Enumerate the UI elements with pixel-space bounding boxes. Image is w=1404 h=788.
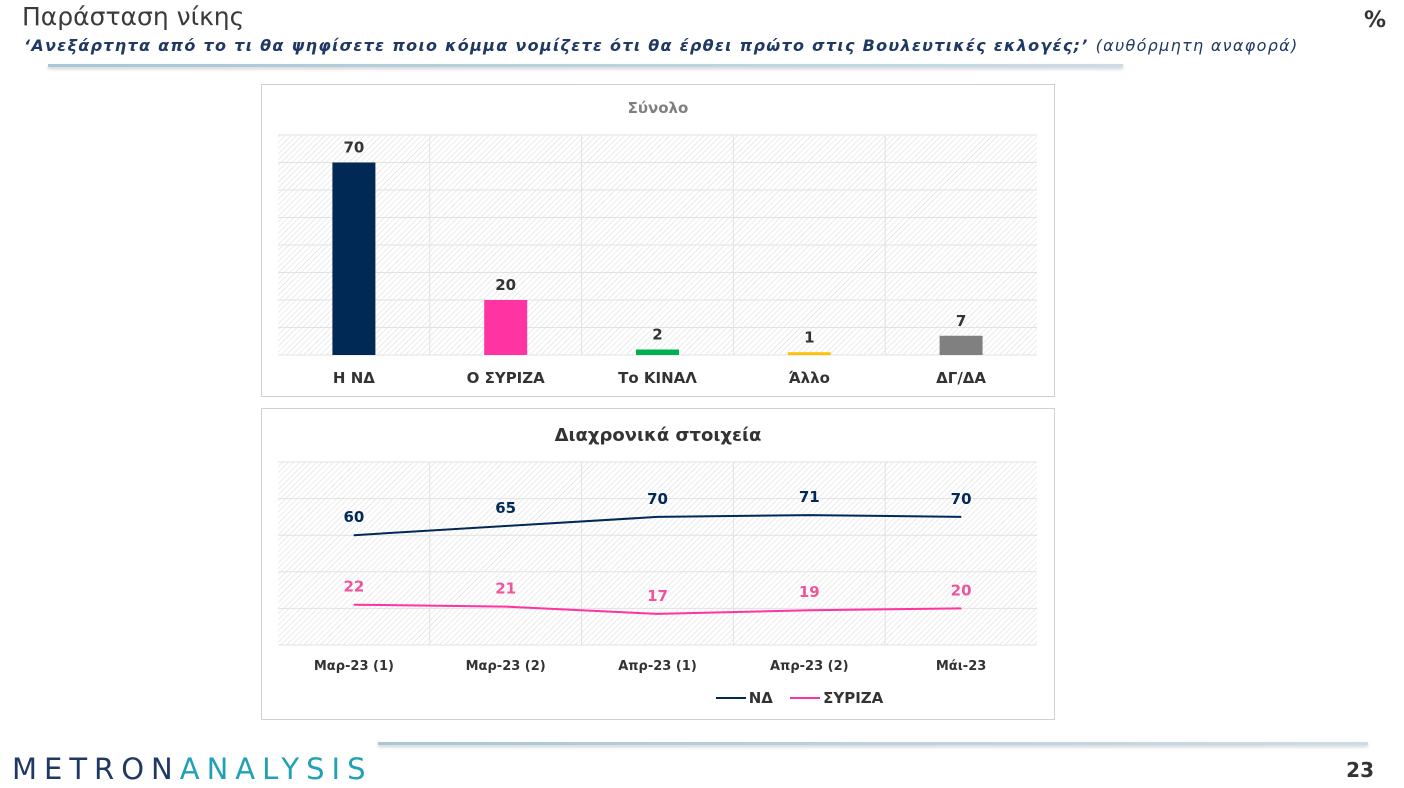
legend-item-nd: ΝΔ bbox=[715, 689, 773, 707]
legend-swatch-nd bbox=[715, 697, 746, 699]
question-text: ‘Ανεξάρτητα από το τι θα ψηφίσετε ποιο κ… bbox=[24, 36, 1089, 55]
legend-label-syriza: ΣΥΡΙΖΑ bbox=[823, 689, 884, 707]
bar-chart-panel: Σύνολο 70 Η ΝΔ 20 Ο ΣΥΡΙΖΑ 2 Το ΚΙΝΑΛ 1 Άλλο 7 ΔΓ/… bbox=[261, 84, 1055, 397]
page-number: 23 bbox=[1346, 758, 1374, 782]
line-chart-legend: ΝΔ ΣΥΡΙΖΑ bbox=[582, 685, 1017, 707]
line-category-label: Απρ-23 (2) bbox=[770, 659, 849, 674]
legend-item-syriza: ΣΥΡΙΖΑ bbox=[790, 689, 883, 707]
series-value-label: 21 bbox=[495, 580, 516, 598]
series-value-label: 65 bbox=[495, 499, 516, 517]
page-subtitle: ‘Ανεξάρτητα από το τι θα ψηφίσετε ποιο κ… bbox=[24, 36, 1299, 55]
series-value-label: 22 bbox=[343, 578, 364, 596]
series-point bbox=[808, 609, 810, 611]
bar-category-label: Η ΝΔ bbox=[333, 369, 375, 387]
metron-analysis-logo: METRONANALYSIS bbox=[12, 752, 373, 786]
line-category-label: Μαρ-23 (1) bbox=[314, 659, 394, 674]
bar-value-label: 1 bbox=[804, 328, 814, 346]
page-title: Παράσταση νίκης bbox=[22, 2, 245, 31]
series-point bbox=[657, 613, 658, 615]
series-value-label: 19 bbox=[799, 583, 820, 601]
series-value-label: 17 bbox=[647, 587, 668, 605]
line-category-label: Μάι-23 bbox=[936, 659, 986, 674]
header-divider bbox=[48, 64, 1123, 67]
bar-item-4 bbox=[939, 335, 983, 355]
series-point bbox=[960, 516, 962, 518]
line-chart: Διαχρονικά στοιχεία Μαρ-23 (1) Μαρ-23 (2) Α… bbox=[278, 425, 1037, 674]
question-note: (αυθόρμητη αναφορά) bbox=[1095, 36, 1299, 55]
series-value-label: 71 bbox=[799, 488, 820, 506]
series-value-label: 60 bbox=[343, 508, 364, 526]
unit-label: % bbox=[1363, 8, 1386, 33]
bar-item-2 bbox=[636, 349, 679, 355]
series-point bbox=[505, 606, 507, 608]
series-value-label: 70 bbox=[951, 490, 972, 508]
bar-category-label: Ο ΣΥΡΙΖΑ bbox=[467, 369, 546, 387]
line-category-label: Απρ-23 (1) bbox=[618, 659, 697, 674]
series-point bbox=[657, 516, 658, 518]
series-value-label: 20 bbox=[951, 581, 972, 599]
line-chart-panel: Διαχρονικά στοιχεία Μαρ-23 (1) Μαρ-23 (2) Α… bbox=[261, 408, 1055, 720]
series-point bbox=[505, 525, 507, 527]
series-value-label: 70 bbox=[647, 490, 668, 508]
bar-chart: Σύνολο 70 Η ΝΔ 20 Ο ΣΥΡΙΖΑ 2 Το ΚΙΝΑΛ 1 Άλλο 7 ΔΓ/… bbox=[278, 99, 1037, 387]
bar-item-0 bbox=[332, 162, 376, 355]
bar-item-1 bbox=[484, 300, 528, 355]
bar-category-label: Άλλο bbox=[789, 369, 830, 387]
legend-label-nd: ΝΔ bbox=[748, 689, 773, 707]
bar-value-label: 7 bbox=[956, 312, 966, 330]
series-point bbox=[353, 534, 355, 536]
series-point bbox=[960, 607, 962, 609]
line-chart-title: Διαχρονικά στοιχεία bbox=[555, 425, 762, 446]
bar-value-label: 2 bbox=[652, 326, 662, 344]
bar-item-3 bbox=[787, 352, 831, 355]
bar-value-label: 20 bbox=[495, 276, 516, 294]
bar-category-label: ΔΓ/ΔΑ bbox=[936, 369, 986, 387]
series-point bbox=[808, 514, 810, 516]
series-point bbox=[353, 604, 355, 606]
bar-chart-title: Σύνολο bbox=[628, 99, 689, 117]
line-category-label: Μαρ-23 (2) bbox=[466, 659, 546, 674]
legend-swatch-syriza bbox=[790, 697, 821, 699]
bar-value-label: 70 bbox=[343, 139, 364, 157]
bar-category-label: Το ΚΙΝΑΛ bbox=[618, 369, 697, 387]
footer-divider bbox=[378, 742, 1368, 745]
